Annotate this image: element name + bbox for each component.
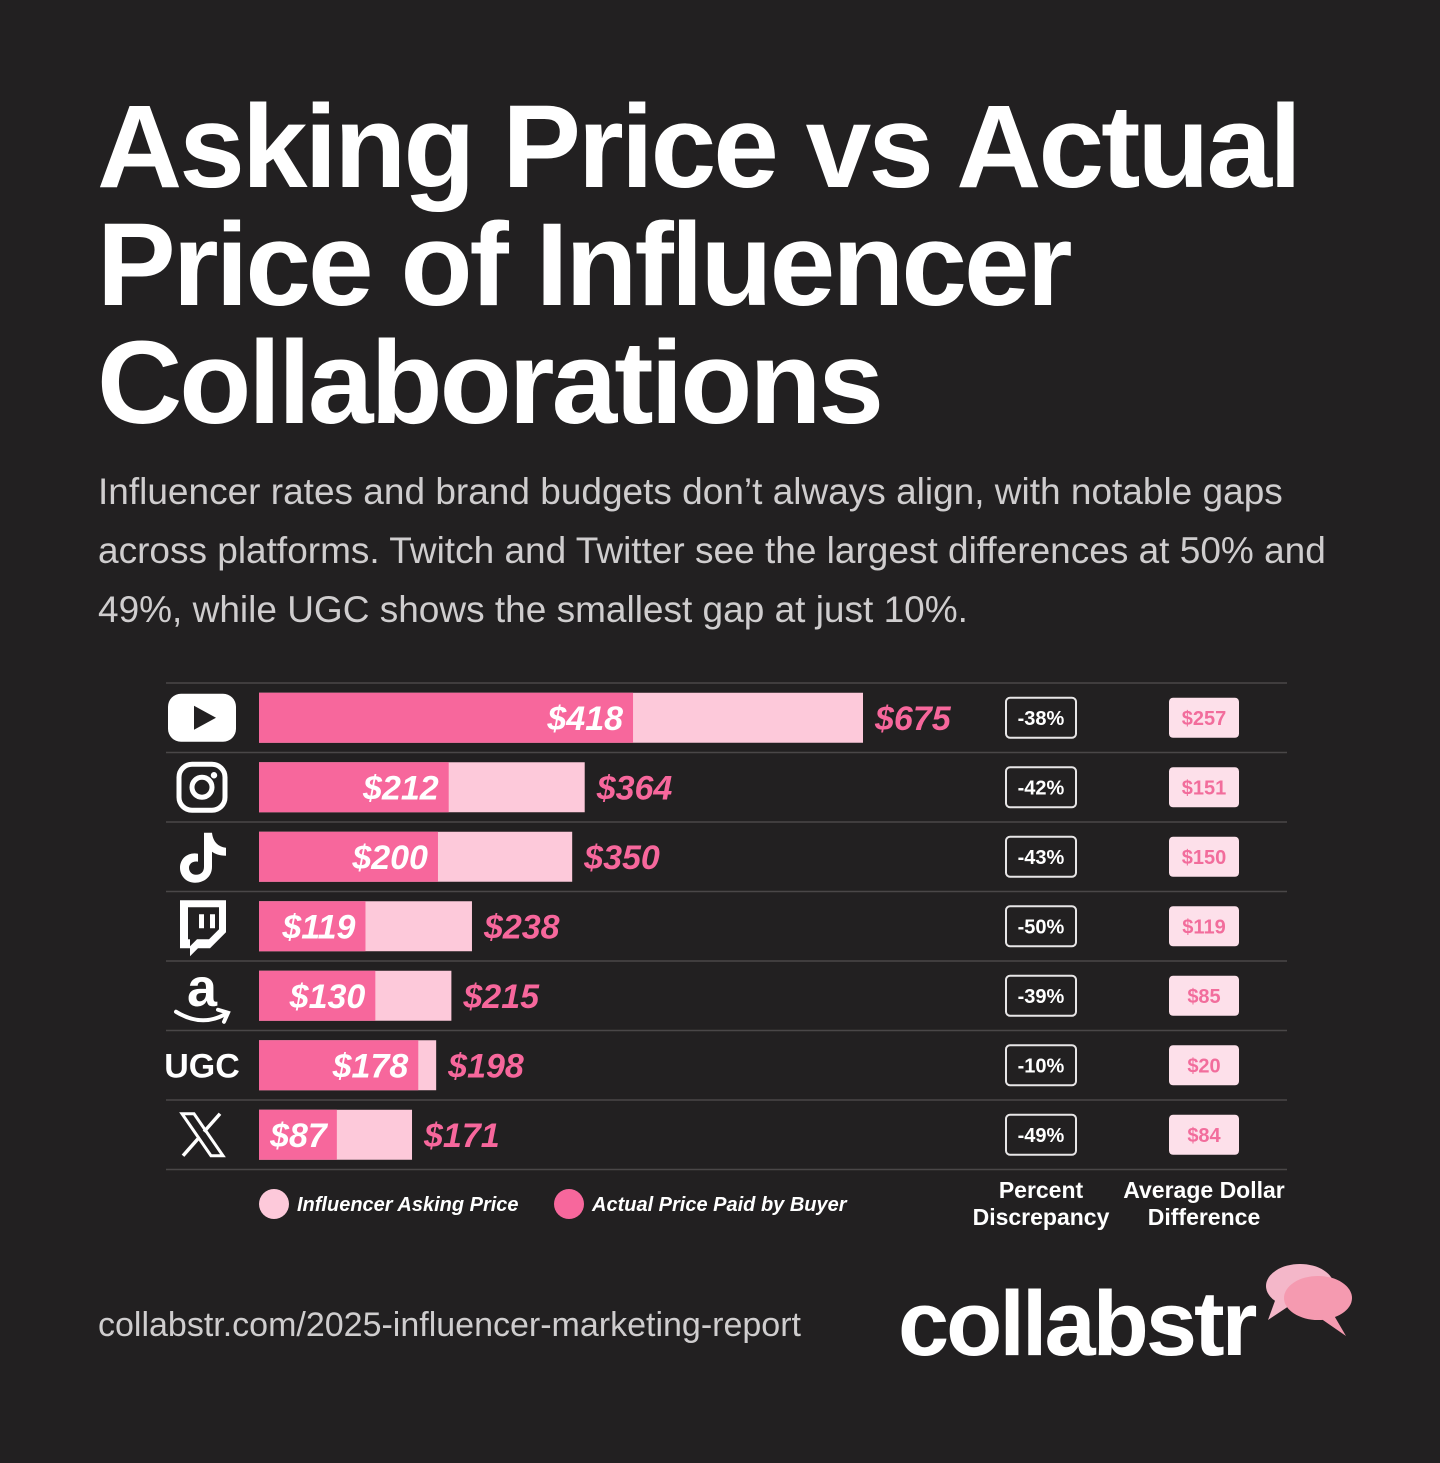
dollar-difference-value: $151 [1182, 777, 1227, 799]
dollar-difference-value: $85 [1187, 986, 1220, 1008]
badge-outline [1005, 835, 1077, 878]
data-label-asking: $350 [583, 839, 660, 877]
youtube-icon [168, 693, 236, 742]
dollar-difference-badge: $20 [1169, 1045, 1239, 1086]
instagram-icon [176, 761, 228, 813]
percent-discrepancy-badge: -38% [1005, 696, 1077, 739]
percent-discrepancy-value: -38% [1018, 708, 1065, 730]
page-title: Asking Price vs Actual Price of Influenc… [97, 81, 1302, 449]
bar-actual-price [259, 692, 634, 743]
bar-actual-price [259, 762, 449, 813]
header-average-dollar-difference: Difference [1148, 1204, 1260, 1230]
percent-discrepancy-badge: -50% [1005, 905, 1077, 948]
legend-asking-price: Influencer Asking Price [259, 1189, 519, 1219]
dollar-difference-value: $257 [1182, 708, 1227, 730]
twitch-icon [180, 900, 226, 957]
data-label-actual: $119 [281, 908, 355, 946]
data-label-actual: $87 [269, 1117, 329, 1155]
data-label-asking: $364 [596, 769, 673, 807]
badge-fill [1169, 1114, 1239, 1155]
percent-discrepancy-value: -42% [1018, 777, 1065, 799]
dollar-difference-badge: $84 [1169, 1114, 1239, 1155]
bar-actual-price [259, 1040, 419, 1091]
dollar-difference-value: $20 [1187, 1055, 1220, 1077]
percent-discrepancy-badge: -49% [1005, 1113, 1077, 1156]
header-average-dollar-difference: Average Dollar [1123, 1177, 1285, 1203]
speech-bubbles-icon [1266, 1264, 1352, 1336]
badge-fill [1169, 906, 1239, 947]
bar-actual-price [259, 901, 366, 952]
ugc-label-text: UGC [164, 1047, 240, 1085]
x-icon [179, 1112, 226, 1158]
bar-actual-price [259, 970, 376, 1021]
svg-text:a: a [187, 958, 218, 1018]
badge-outline [1005, 1044, 1077, 1087]
dollar-difference-badge: $150 [1169, 836, 1239, 877]
legend-label: Actual Price Paid by Buyer [591, 1194, 848, 1216]
brand-logo-text: collabstr [898, 1273, 1257, 1375]
percent-discrepancy-value: -43% [1018, 847, 1065, 869]
footer-url[interactable]: collabstr.com/2025-influencer-marketing-… [98, 1306, 801, 1344]
header-percent-discrepancy: Percent [999, 1177, 1084, 1203]
header-percent-discrepancy: Discrepancy [973, 1204, 1110, 1230]
legend-swatch [554, 1189, 584, 1219]
ugc-label: UGC [164, 1047, 240, 1085]
data-label-asking: $675 [874, 700, 952, 738]
badge-fill [1169, 697, 1239, 738]
percent-discrepancy-badge: -42% [1005, 766, 1077, 809]
dollar-difference-badge: $151 [1169, 767, 1239, 808]
data-label-asking: $171 [423, 1117, 500, 1155]
percent-discrepancy-value: -39% [1018, 986, 1065, 1008]
percent-discrepancy-value: -50% [1018, 916, 1065, 938]
data-label-asking: $238 [483, 908, 560, 946]
dollar-difference-value: $150 [1182, 847, 1227, 869]
data-label-actual: $212 [362, 769, 439, 807]
badge-outline [1005, 696, 1077, 739]
badge-fill [1169, 975, 1239, 1016]
badge-fill [1169, 767, 1239, 808]
data-label-asking: $215 [462, 978, 540, 1016]
legend-label: Influencer Asking Price [297, 1194, 519, 1216]
data-label-actual: $178 [332, 1047, 409, 1085]
badge-outline [1005, 1113, 1077, 1156]
dollar-difference-value: $119 [1182, 916, 1225, 938]
dollar-difference-value: $84 [1187, 1125, 1221, 1147]
bar-actual-price [259, 831, 438, 882]
badge-outline [1005, 766, 1077, 809]
legend-actual-price: Actual Price Paid by Buyer [554, 1189, 848, 1219]
data-label-asking: $198 [447, 1047, 524, 1085]
badge-fill [1169, 1045, 1239, 1086]
legend-swatch [259, 1189, 289, 1219]
badge-fill [1169, 836, 1239, 877]
percent-discrepancy-badge: -43% [1005, 835, 1077, 878]
dollar-difference-badge: $119 [1169, 906, 1239, 947]
percent-discrepancy-badge: -10% [1005, 1044, 1077, 1087]
tiktok-icon [180, 832, 226, 883]
data-label-actual: $418 [546, 700, 623, 738]
data-label-actual: $200 [351, 839, 428, 877]
percent-discrepancy-value: -49% [1018, 1125, 1065, 1147]
data-label-actual: $130 [289, 978, 366, 1016]
amazon-icon: a [174, 958, 231, 1024]
dollar-difference-badge: $85 [1169, 975, 1239, 1016]
bar-actual-price [259, 1109, 337, 1160]
badge-outline [1005, 974, 1077, 1017]
badge-outline [1005, 905, 1077, 948]
percent-discrepancy-value: -10% [1018, 1055, 1065, 1077]
dollar-difference-badge: $257 [1169, 697, 1239, 738]
page-subtitle: Influencer rates and brand budgets don’t… [98, 471, 1326, 630]
percent-discrepancy-badge: -39% [1005, 974, 1077, 1017]
